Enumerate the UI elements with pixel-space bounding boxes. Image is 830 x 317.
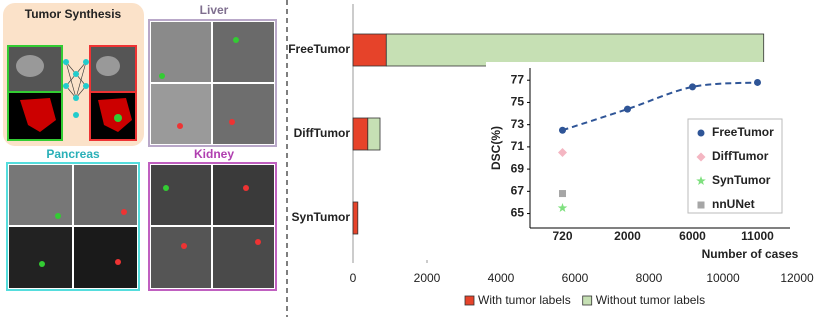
y-axis-label: DSC(%) (489, 126, 503, 170)
x-tick-label: 6000 (562, 271, 589, 285)
y-tick-label: DiffTumor (294, 126, 351, 140)
bar-segment (352, 117, 369, 151)
legend-label: With tumor labels (478, 293, 571, 307)
panel-label: Kidney (194, 147, 234, 161)
legend-label: DiffTumor (712, 149, 769, 163)
x-tick-label: 2000 (414, 271, 441, 285)
y-tick-label: SynTumor (292, 210, 351, 224)
legend-label: Without tumor labels (596, 293, 705, 307)
x-tick-label: 8000 (636, 271, 663, 285)
y-tick-label: 69 (511, 161, 525, 175)
legend-label: nnUNet (712, 197, 755, 211)
x-tick-label: 10000 (706, 271, 740, 285)
pancreas-images (6, 162, 140, 291)
y-tick-label: 73 (511, 117, 525, 131)
point (697, 129, 705, 137)
point (559, 190, 566, 198)
point (754, 78, 761, 86)
x-tick-label: 6000 (679, 229, 706, 243)
x-tick-label: 720 (552, 229, 572, 243)
x-axis-label: Number of cases (702, 247, 799, 261)
x-tick-label: 0 (350, 271, 357, 285)
series-line (562, 81, 758, 132)
y-tick-label: FreeTumor (288, 42, 350, 56)
point (696, 176, 706, 185)
x-tick-label: 11000 (741, 229, 774, 243)
point (559, 126, 566, 134)
point (697, 201, 705, 209)
y-tick-label: 71 (511, 139, 525, 153)
panel-label: Pancreas (46, 147, 100, 161)
bar-segment (352, 201, 359, 235)
y-tick-label: 65 (511, 206, 525, 220)
x-tick-label: 4000 (488, 271, 515, 285)
legend-swatch (464, 295, 475, 306)
legend-label: SynTumor (712, 173, 771, 187)
bar-segment (367, 117, 381, 151)
panel-label: Liver (200, 3, 229, 17)
y-tick-label: 77 (511, 72, 525, 86)
x-tick-label: 2000 (614, 229, 641, 243)
kidney-images (148, 162, 277, 291)
point (557, 203, 568, 212)
liver-images (148, 19, 277, 147)
x-tick-label: 12000 (780, 271, 814, 285)
y-tick-label: 75 (511, 95, 525, 109)
point (689, 83, 696, 91)
point (696, 152, 706, 162)
point (558, 147, 567, 157)
legend-label: FreeTumor (712, 125, 774, 139)
point (624, 105, 631, 113)
bar-segment (385, 33, 765, 67)
bar-segment (352, 33, 387, 67)
synthesis-title: Tumor Synthesis (25, 7, 122, 21)
y-tick-label: 67 (511, 184, 525, 198)
synthesis-images (7, 45, 137, 141)
legend-swatch (582, 295, 593, 306)
